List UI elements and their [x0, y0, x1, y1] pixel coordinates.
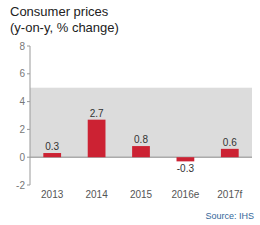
source-note: Source: IHS	[205, 211, 254, 221]
shaded-band	[30, 88, 252, 158]
chart-container: -2 0 2 4 6 8 0.3 2.7 0.8 -0.3 0.6 2013 2014 2015 2016e…	[0, 0, 260, 225]
x-tick-label: 2014	[85, 189, 108, 200]
x-tick-label: 2015	[130, 189, 153, 200]
bar	[177, 157, 195, 161]
bar	[132, 146, 150, 157]
bar	[221, 149, 239, 157]
x-tick-label: 2017f	[217, 189, 242, 200]
data-labels: 0.3 2.7 0.8 -0.3 0.6	[45, 108, 237, 175]
y-tick-label: 2	[19, 124, 25, 135]
y-tick-label: 0	[19, 152, 25, 163]
y-tick-label: 4	[19, 96, 25, 107]
bar	[88, 120, 106, 158]
y-axis: -2 0 2 4 6 8	[16, 41, 30, 191]
data-label: 0.8	[134, 134, 148, 145]
chart-svg: -2 0 2 4 6 8 0.3 2.7 0.8 -0.3 0.6 2013 2014 2015 2016e…	[0, 0, 260, 225]
data-label: 2.7	[90, 108, 104, 119]
data-label: 0.3	[45, 141, 59, 152]
y-tick-label: 6	[19, 68, 25, 79]
y-tick-label: -2	[16, 180, 25, 191]
x-tick-label: 2013	[41, 189, 64, 200]
y-axis-line	[30, 46, 31, 185]
plot-area	[30, 88, 252, 162]
title-line: (y-on-y, % change)	[10, 20, 119, 35]
y-tick-label: 8	[19, 41, 25, 52]
data-label: 0.6	[223, 137, 237, 148]
x-tick-label: 2016e	[171, 189, 199, 200]
x-axis: 2013 2014 2015 2016e 2017f	[41, 189, 242, 200]
title: Consumer prices(y-on-y, % change)	[10, 4, 119, 35]
data-label: -0.3	[177, 163, 195, 174]
title-line: Consumer prices	[10, 4, 109, 19]
bar	[43, 153, 61, 157]
